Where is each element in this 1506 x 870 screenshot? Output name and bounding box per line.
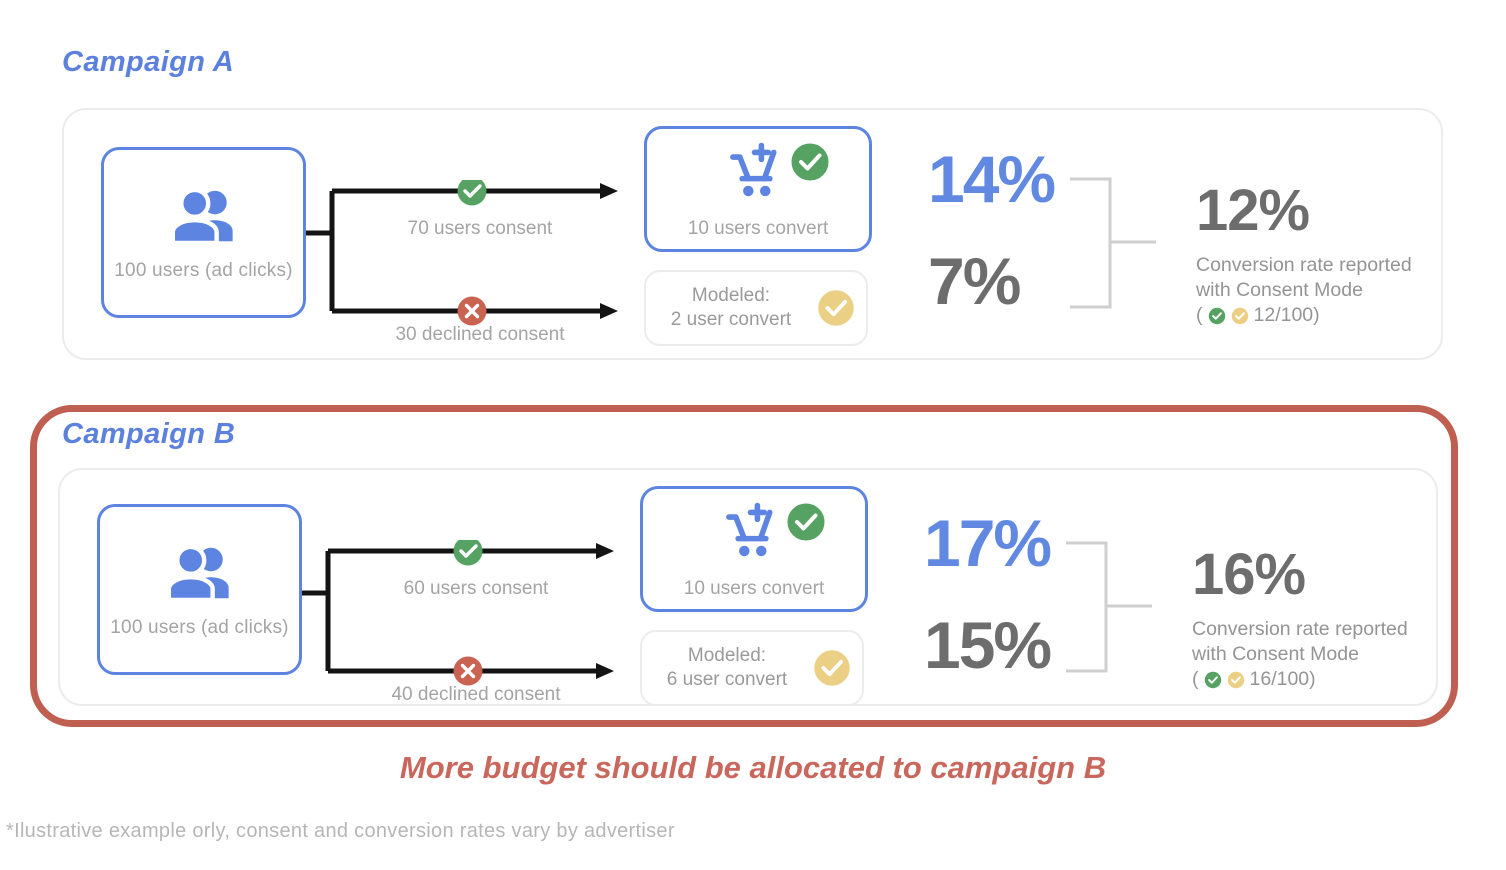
red-cross-circle-icon [453,656,483,686]
consented-conversion-rate: 14% [928,142,1056,216]
branch-arrows [302,540,614,686]
consent-count-label: 60 users consent [403,578,549,599]
yellow-check-circle-icon [811,647,853,689]
reported-rate-block: 16% Conversion rate reported with Consen… [1192,538,1452,692]
users-box: 100 users (ad clicks) [97,504,302,675]
yellow-check-circle-icon [815,287,857,329]
green-check-circle-icon [784,500,828,544]
convert-box: 10 users convert [640,486,868,612]
arrowhead-declined [600,303,618,319]
green-check-circle-icon [788,140,832,184]
convert-box: 10 users convert [644,126,872,252]
modeled-box: Modeled: 2 user convert [644,270,868,346]
reported-rate-caption: Conversion rate reported with Consent Mo… [1192,618,1408,690]
add-cart-icon [730,142,777,197]
arrowhead-consent [596,543,614,559]
green-check-circle-icon [1208,307,1225,324]
modeled-count-label: 2 user convert [670,309,792,330]
declined-count-label: 40 declined consent [391,684,561,705]
users-count-label: 100 users (ad clicks) [114,259,293,281]
campaign-a-title: Campaign A [62,46,235,78]
green-check-circle-icon [453,540,483,566]
modeled-conversion-rate: 15% [924,608,1052,682]
arrowhead-declined [596,663,614,679]
arrowhead-consent [600,183,618,199]
modeled-box: Modeled: 6 user convert [640,630,864,706]
campaign-b-title: Campaign B [62,418,236,450]
modeled-label: Modeled: [691,285,771,306]
people-icon [170,187,233,245]
reported-rate-value: 12% [1196,178,1310,243]
reported-rate-caption: Conversion rate reported with Consent Mo… [1196,254,1412,326]
combine-bracket [1070,177,1156,309]
yellow-check-circle-icon [1227,671,1244,688]
red-cross-circle-icon [457,296,487,326]
combine-bracket [1066,541,1152,673]
conclusion-text: More budget should be allocated to campa… [399,750,1107,785]
modeled-conversion-rate: 7% [928,244,1021,318]
convert-count-label: 10 users convert [687,218,829,239]
modeled-count-label: 6 user convert [666,669,788,690]
reported-rate-value: 16% [1192,542,1306,607]
users-box: 100 users (ad clicks) [101,147,306,318]
campaign-a-card: 100 users (ad clicks) 70 users consent 3… [62,108,1443,360]
footnote-text: *Ilustrative example orly, consent and c… [6,820,675,842]
reported-rate-block: 12% Conversion rate reported with Consen… [1196,174,1456,328]
campaign-b-card: 100 users (ad clicks) 60 users consent 4… [58,468,1438,706]
users-count-label: 100 users (ad clicks) [110,616,289,638]
consented-conversion-rate: 17% [924,506,1052,580]
green-check-circle-icon [1204,671,1221,688]
people-icon [166,544,229,602]
convert-count-label: 10 users convert [683,578,825,599]
branch-arrows [306,180,618,326]
modeled-label: Modeled: [687,645,767,666]
add-cart-icon [726,502,773,557]
consent-count-label: 70 users consent [407,218,553,239]
green-check-circle-icon [457,180,487,206]
declined-count-label: 30 declined consent [395,324,565,345]
yellow-check-circle-icon [1231,307,1248,324]
